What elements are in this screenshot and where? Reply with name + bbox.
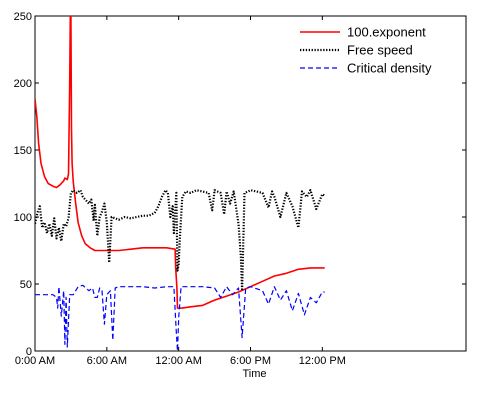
- legend-label: 100.exponent: [347, 25, 426, 40]
- legend-label: Free speed: [347, 43, 413, 58]
- y-tick-label: 150: [14, 145, 32, 157]
- plot-area: [34, 15, 467, 352]
- y-tick-label: 250: [14, 11, 32, 23]
- x-tick-label: 12:00 AM: [155, 355, 201, 367]
- series-line-100-exponent: [35, 16, 325, 309]
- x-tick-label: 6:00 AM: [87, 355, 127, 367]
- series-line-critical-density: [35, 284, 325, 351]
- y-tick-label: 100: [14, 212, 32, 224]
- x-tick-label: 12:00 PM: [299, 355, 346, 367]
- y-tick-label: 200: [14, 78, 32, 90]
- legend-label: Critical density: [347, 61, 432, 76]
- series-layer: [35, 16, 326, 351]
- axes-layer: 0 50 100 150 200 250 0:00 AM 6:00 AM 12:00 AM 6:0…: [14, 11, 466, 367]
- x-tick-label: 0:00 AM: [15, 355, 55, 367]
- legend: 100.exponent Free speed Critical density: [300, 25, 432, 76]
- x-axis-title: Time: [242, 368, 266, 380]
- plot-border: [34, 15, 467, 352]
- y-tick-label: 50: [20, 279, 32, 291]
- x-tick-label: 6:00 PM: [230, 355, 271, 367]
- y-tick-label: 0: [26, 346, 32, 358]
